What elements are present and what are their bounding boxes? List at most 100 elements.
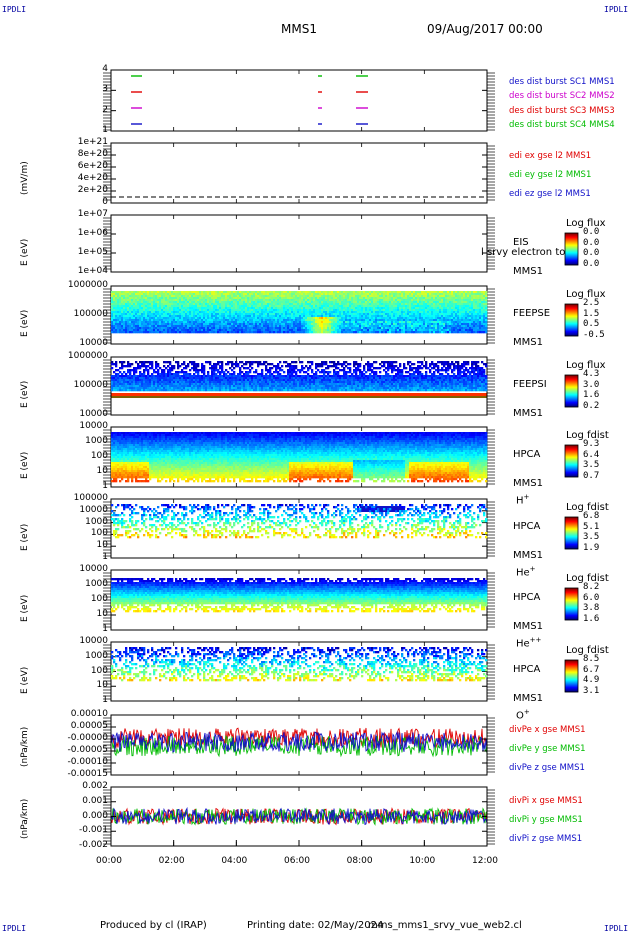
y-tick-label: 10000 xyxy=(79,636,108,646)
colorbar-tick-label: 0.0 xyxy=(583,259,600,269)
corner-label-top-right: IPDLI xyxy=(604,5,629,14)
colorbar-hpca_he1 xyxy=(564,516,579,550)
y-tick-label: 10 xyxy=(96,609,108,619)
legend-entry: edi ex gse l2 MMS1 xyxy=(509,151,592,161)
y-tick-label: 0 xyxy=(102,197,108,207)
feepsi-band-red xyxy=(111,393,487,396)
colorbar-tick-label: 6.8 xyxy=(583,511,600,521)
y-tick-label: 10000 xyxy=(79,338,108,348)
y-axis-label: (nPa/km) xyxy=(20,798,30,839)
colorbar-frame xyxy=(564,232,579,266)
instrument-label: HPCA xyxy=(513,521,541,532)
colorbar-tick-label: 1.5 xyxy=(583,308,600,319)
x-tick-label: 02:00 xyxy=(158,856,185,866)
y-tick-label: 1000 xyxy=(85,436,108,446)
colorbar-tick-label: 5.1 xyxy=(583,521,600,532)
legend-entry: divPe y gse MMS1 xyxy=(509,744,586,754)
corner-label-bottom-left: IPDLI xyxy=(2,924,27,933)
colorbar-title: Log fdist xyxy=(566,502,609,513)
colorbar-tick-label: 3.0 xyxy=(583,379,600,390)
instrument-label: HPCA xyxy=(513,592,541,603)
colorbar-frame xyxy=(564,587,579,621)
divpe-trace xyxy=(110,727,488,749)
y-tick-label: 100 xyxy=(90,665,108,676)
y-tick-label: -0.00000 xyxy=(67,733,108,743)
y-tick-label: 100 xyxy=(90,594,108,604)
y-tick-label: 100000 xyxy=(73,309,108,319)
colorbar-tick-label: 6.4 xyxy=(583,449,600,460)
legend-entry: des dist burst SC2 MMS2 xyxy=(509,91,615,101)
y-axis-label: E (eV) xyxy=(20,523,30,551)
legend-entry: divPi y gse MMS1 xyxy=(509,815,583,825)
colorbar-hpca_o xyxy=(564,659,579,693)
colorbar-title: Log fdist xyxy=(566,430,609,441)
y-tick-label: 1 xyxy=(102,624,108,634)
spacecraft-label: MMS1 xyxy=(513,550,543,561)
colorbar-hpca_h xyxy=(564,444,579,478)
corner-label-bottom-right: IPDLI xyxy=(604,924,629,933)
y-tick-label: 8e+20 xyxy=(77,149,108,159)
spacecraft-label: MMS1 xyxy=(513,621,543,632)
colorbar-tick-label: 3.5 xyxy=(583,532,600,543)
overlay-label: l srvy electron to xyxy=(481,247,566,258)
instrument-label: EIS xyxy=(513,237,529,248)
y-tick-label: 10000 xyxy=(79,504,108,515)
spacecraft-label: MMS1 xyxy=(513,693,543,704)
colorbar-frame xyxy=(564,374,579,408)
footer-printing-date: Printing date: 02/May/2024 xyxy=(247,920,384,931)
spacecraft-label: MMS1 xyxy=(513,337,543,348)
colorbar-tick-label: 9.3 xyxy=(583,439,600,449)
colorbar-tick-label: 0.2 xyxy=(583,401,600,411)
y-tick-label: 100000 xyxy=(73,493,108,503)
y-tick-label: 4 xyxy=(102,64,108,74)
species-label: He+ xyxy=(516,565,536,579)
species-charge: ++ xyxy=(529,636,542,644)
x-tick-label: 08:00 xyxy=(346,856,373,866)
hpca-he1-blue-strip xyxy=(360,506,405,512)
colorbar-tick-label: 2.5 xyxy=(583,298,600,308)
colorbar-hpca_he2 xyxy=(564,587,579,621)
colorbar-tick-label: 3.8 xyxy=(583,603,600,614)
legend-entry: divPe z gse MMS1 xyxy=(509,763,585,773)
legend-entry: divPi z gse MMS1 xyxy=(509,834,583,844)
y-tick-label: 2e+20 xyxy=(77,185,108,195)
y-axis-label: E (eV) xyxy=(20,238,30,266)
spacecraft-title: MMS1 xyxy=(281,22,317,36)
y-tick-label: 10000 xyxy=(79,409,108,419)
legend-entry: des dist burst SC3 MMS3 xyxy=(509,106,615,116)
y-tick-label: 1e+07 xyxy=(77,209,108,219)
y-tick-label: 3 xyxy=(102,84,108,95)
colorbar-tick-label: 0.7 xyxy=(583,471,600,481)
y-tick-label: 1000 xyxy=(85,650,108,661)
colorbar-tick-label: 3.1 xyxy=(583,686,600,696)
x-tick-label: 12:00 xyxy=(472,856,498,866)
y-tick-label: 0.00005 xyxy=(70,721,108,731)
y-tick-label: -0.00015 xyxy=(67,769,108,779)
colorbar-tick-label: 8.5 xyxy=(583,654,600,664)
y-tick-label: 1e+06 xyxy=(77,228,108,238)
y-tick-label: -0.00010 xyxy=(67,757,108,767)
colorbar-tick-label: 1.9 xyxy=(583,543,600,553)
y-axis-label: E (eV) xyxy=(20,666,30,694)
colorbar-eis xyxy=(564,232,579,266)
species-charge: + xyxy=(523,708,530,716)
colorbar-feepse xyxy=(564,303,579,337)
y-tick-label: 10 xyxy=(96,466,108,476)
y-axis-label: (mV/m) xyxy=(20,161,30,195)
colorbar-tick-label: 0.0 xyxy=(583,227,600,237)
divpi-trace xyxy=(110,806,488,826)
y-tick-label: 1 xyxy=(102,552,108,562)
y-tick-label: 1e+21 xyxy=(77,137,108,147)
legend-entry: edi ez gse l2 MMS1 xyxy=(509,189,591,199)
y-tick-label: 10 xyxy=(96,540,108,551)
hpca-h-pixels xyxy=(111,432,488,483)
y-axis-label: E (eV) xyxy=(20,451,30,479)
y-axis-label: (nPa/km) xyxy=(20,726,30,767)
divpe-trace xyxy=(110,735,488,758)
colorbar-tick-label: 4.9 xyxy=(583,675,600,686)
colorbar-frame xyxy=(564,444,579,478)
colorbar-title: Log fdist xyxy=(566,645,609,656)
legend-entry: divPi x gse MMS1 xyxy=(509,796,583,806)
colorbar-tick-label: 6.7 xyxy=(583,664,600,675)
feepse-pixels xyxy=(111,291,488,334)
